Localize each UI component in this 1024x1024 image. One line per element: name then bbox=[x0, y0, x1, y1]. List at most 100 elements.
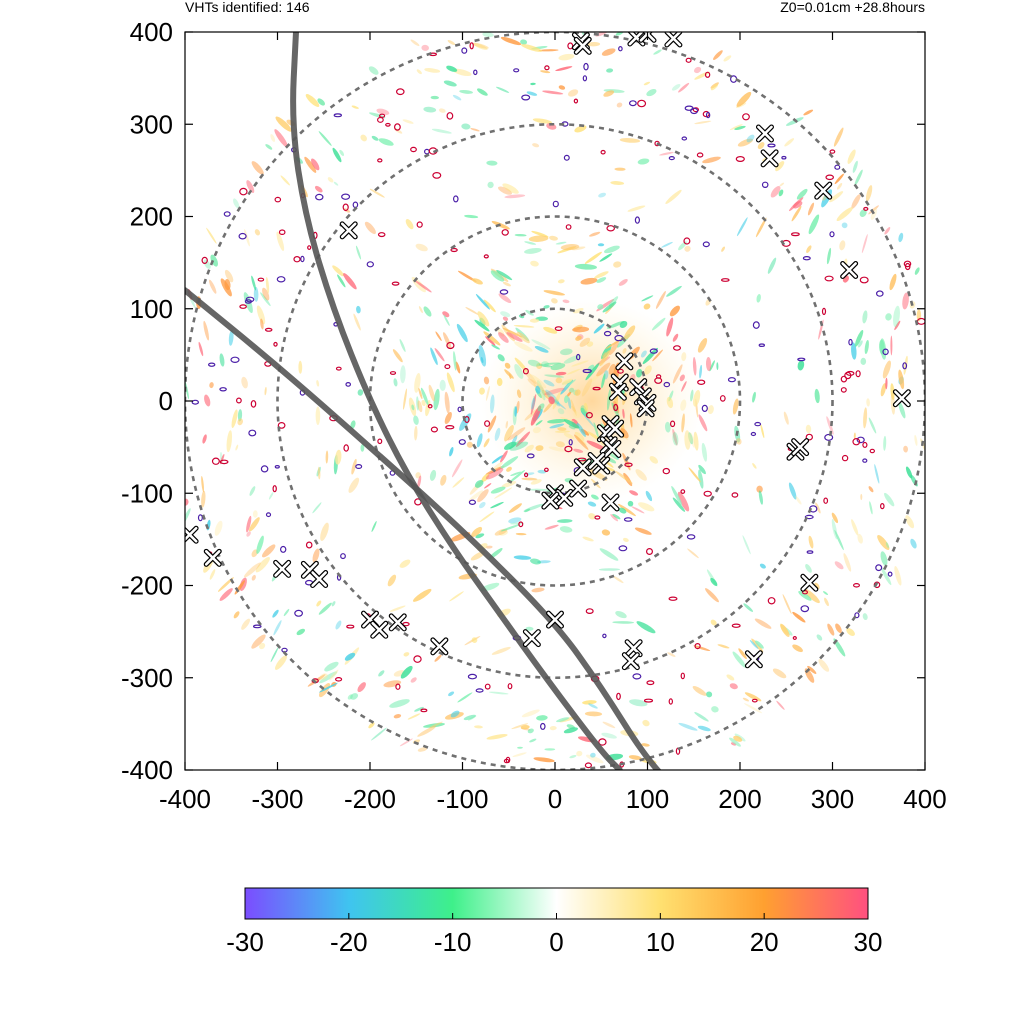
field-blob bbox=[537, 403, 545, 412]
field-blob bbox=[344, 652, 356, 661]
field-blob bbox=[298, 360, 303, 374]
storm-track-2 bbox=[290, 32, 623, 770]
field-blob bbox=[500, 524, 521, 532]
y-tick-label: 400 bbox=[130, 17, 173, 47]
field-blob bbox=[746, 134, 755, 143]
field-blob bbox=[681, 413, 685, 433]
contour-cell bbox=[781, 155, 787, 160]
field-blob bbox=[198, 341, 204, 357]
contour-cell bbox=[692, 107, 700, 113]
field-blob bbox=[593, 323, 605, 334]
vht-marker bbox=[273, 559, 292, 578]
field-blob bbox=[502, 281, 511, 287]
field-blob bbox=[504, 362, 511, 369]
field-blob bbox=[563, 432, 575, 440]
field-blob bbox=[615, 611, 627, 619]
contour-cell bbox=[385, 122, 391, 127]
contour-cell bbox=[829, 231, 835, 238]
field-blob bbox=[601, 352, 607, 358]
field-blob bbox=[584, 711, 603, 717]
field-blob bbox=[693, 431, 699, 451]
vht-marker bbox=[608, 382, 627, 401]
field-blob bbox=[699, 364, 703, 379]
field-blob bbox=[697, 725, 711, 732]
x-tick-label: -200 bbox=[344, 784, 396, 814]
field-blob bbox=[861, 234, 868, 254]
field-blob bbox=[613, 261, 622, 268]
field-blob bbox=[752, 391, 756, 403]
field-blob bbox=[471, 637, 478, 643]
field-blob bbox=[483, 299, 496, 313]
field-blob bbox=[618, 278, 628, 286]
field-blob bbox=[606, 389, 611, 411]
field-blob bbox=[280, 175, 291, 186]
field-blob bbox=[527, 359, 541, 367]
field-blob bbox=[603, 90, 615, 97]
field-blob bbox=[368, 722, 375, 729]
field-blob bbox=[530, 394, 537, 415]
field-blob bbox=[383, 680, 402, 688]
field-blob bbox=[664, 421, 671, 433]
field-blob bbox=[575, 335, 582, 341]
field-blob bbox=[486, 734, 508, 740]
field-blob bbox=[636, 368, 643, 378]
field-blob bbox=[562, 299, 570, 304]
vht-marker bbox=[555, 488, 574, 507]
field-blob bbox=[531, 397, 536, 410]
contour-cell bbox=[274, 196, 282, 203]
field-blob bbox=[557, 519, 573, 523]
field-blob bbox=[678, 82, 690, 93]
contour-cell bbox=[452, 195, 459, 203]
contour-cell bbox=[430, 426, 438, 433]
field-blob bbox=[829, 191, 844, 203]
field-blob bbox=[889, 273, 897, 291]
field-blob bbox=[583, 402, 588, 412]
contour-cell bbox=[273, 341, 278, 347]
contour-cell bbox=[600, 149, 606, 155]
field-blob bbox=[705, 357, 712, 371]
field-blob bbox=[484, 483, 492, 489]
field-blob bbox=[500, 450, 508, 463]
field-blob bbox=[667, 652, 676, 657]
field-blob bbox=[599, 548, 619, 561]
contour-cell bbox=[841, 454, 849, 462]
contour-cell bbox=[427, 404, 433, 409]
contour-cell bbox=[250, 400, 257, 408]
field-blob bbox=[296, 628, 306, 636]
vht-marker bbox=[615, 352, 634, 371]
contour-cell bbox=[432, 171, 442, 179]
contour-cell bbox=[791, 232, 800, 237]
field-blob bbox=[857, 533, 863, 544]
field-blob bbox=[457, 270, 477, 282]
field-blob bbox=[537, 469, 547, 474]
field-blob bbox=[414, 425, 418, 441]
field-blob bbox=[705, 588, 719, 603]
contour-cell bbox=[594, 515, 601, 520]
field-blob bbox=[449, 447, 454, 457]
contour-cell bbox=[702, 241, 710, 248]
contour-cell bbox=[305, 541, 313, 549]
field-blob bbox=[815, 502, 821, 514]
field-blob bbox=[698, 414, 708, 432]
contour-cell bbox=[467, 673, 477, 680]
field-blob bbox=[425, 400, 431, 417]
field-blob bbox=[502, 327, 523, 338]
range-ring-300 bbox=[276, 122, 834, 680]
contour-cell bbox=[592, 386, 601, 391]
field-blob bbox=[485, 385, 490, 401]
field-blob bbox=[636, 621, 656, 634]
field-blob bbox=[563, 419, 580, 429]
field-blob bbox=[319, 682, 338, 693]
field-blob bbox=[903, 355, 908, 375]
field-blob bbox=[798, 591, 812, 601]
contour-cell bbox=[568, 439, 573, 446]
field-blob bbox=[418, 387, 423, 400]
field-blob bbox=[474, 319, 490, 332]
header-time-label: Z0=0.01cm +28.8hours bbox=[780, 0, 925, 15]
field-blob bbox=[204, 394, 211, 407]
field-blob bbox=[567, 89, 579, 97]
field-blob bbox=[510, 471, 522, 477]
contour-cell bbox=[333, 113, 342, 118]
field-blob bbox=[337, 274, 346, 288]
field-blob bbox=[614, 167, 626, 171]
